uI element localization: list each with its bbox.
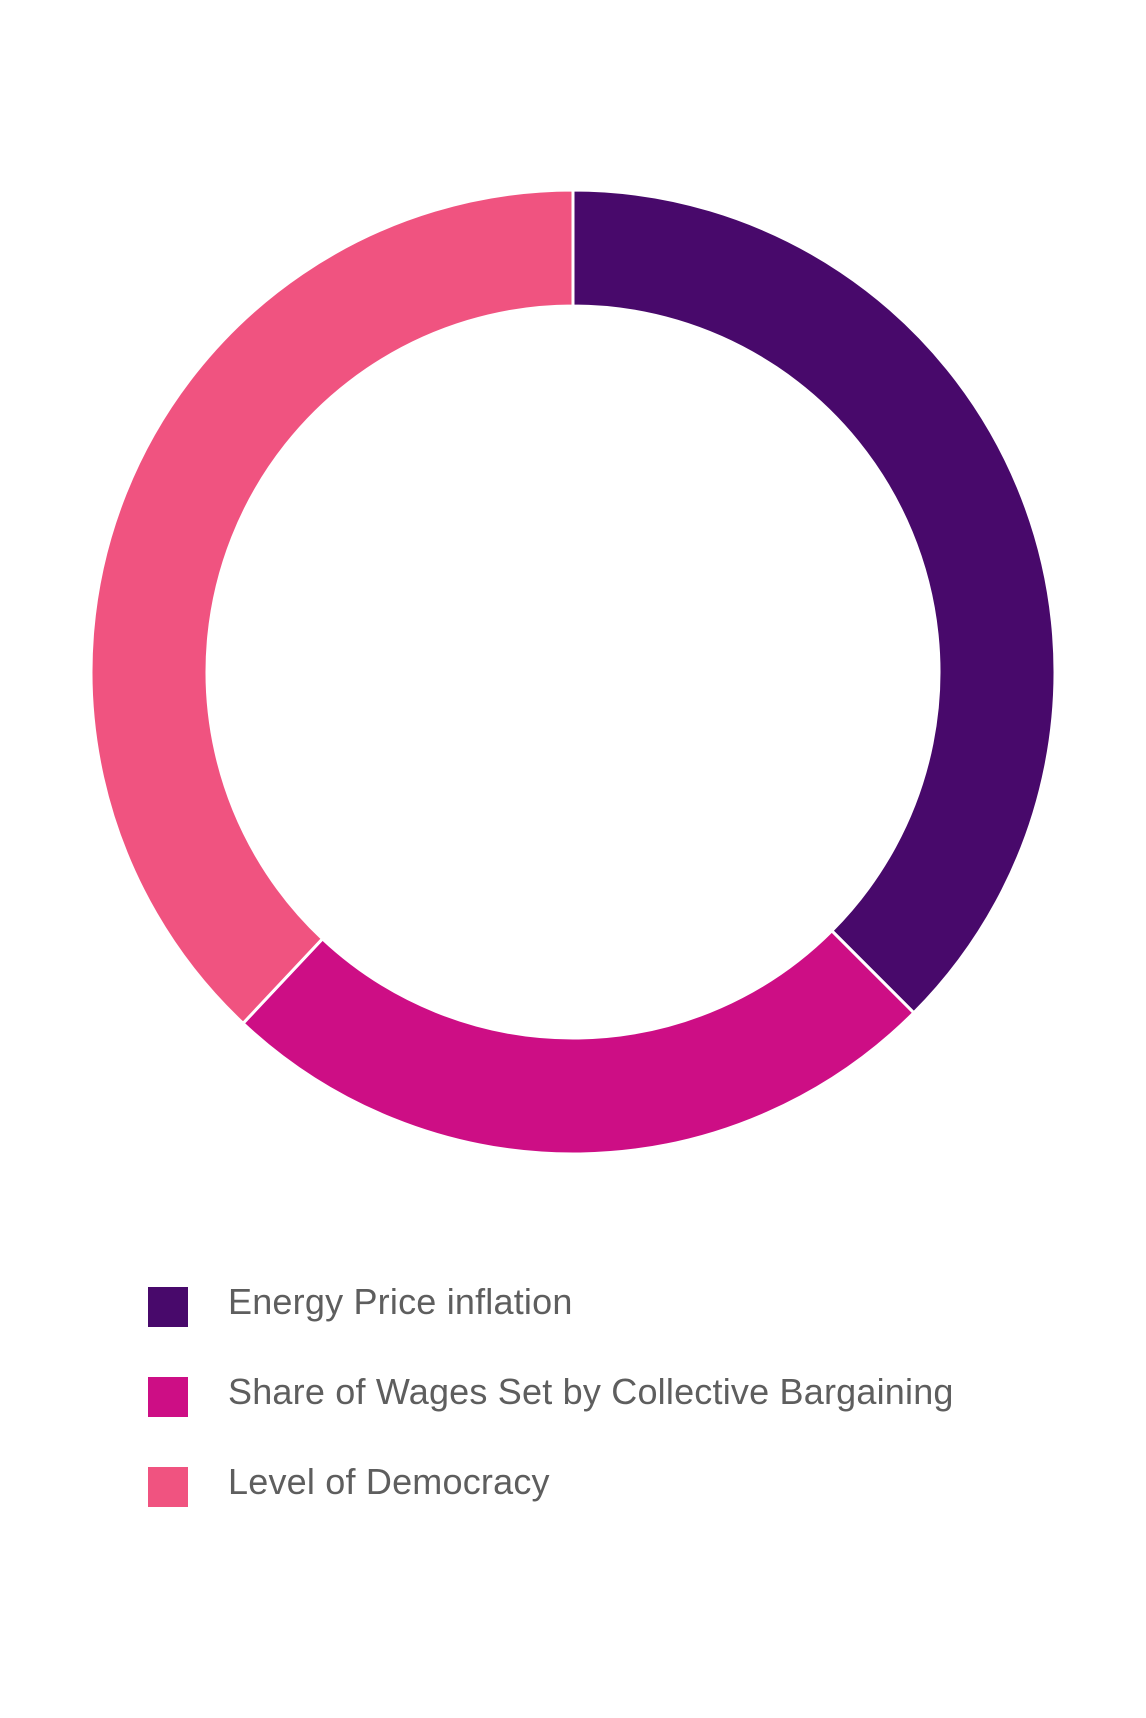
legend-label: Level of Democracy	[228, 1461, 550, 1502]
donut-slice-level-of-democracy	[89, 188, 575, 1026]
legend-swatch	[148, 1287, 188, 1327]
legend-swatch	[148, 1377, 188, 1417]
donut-slice-energy-price-inflation	[571, 188, 1057, 1015]
donut-slice-share-of-wages-set-by-collective-bargaining	[240, 928, 916, 1156]
legend-swatch	[148, 1467, 188, 1507]
legend-label: Share of Wages Set by Collective Bargain…	[228, 1371, 954, 1412]
legend-label: Energy Price inflation	[228, 1281, 573, 1322]
